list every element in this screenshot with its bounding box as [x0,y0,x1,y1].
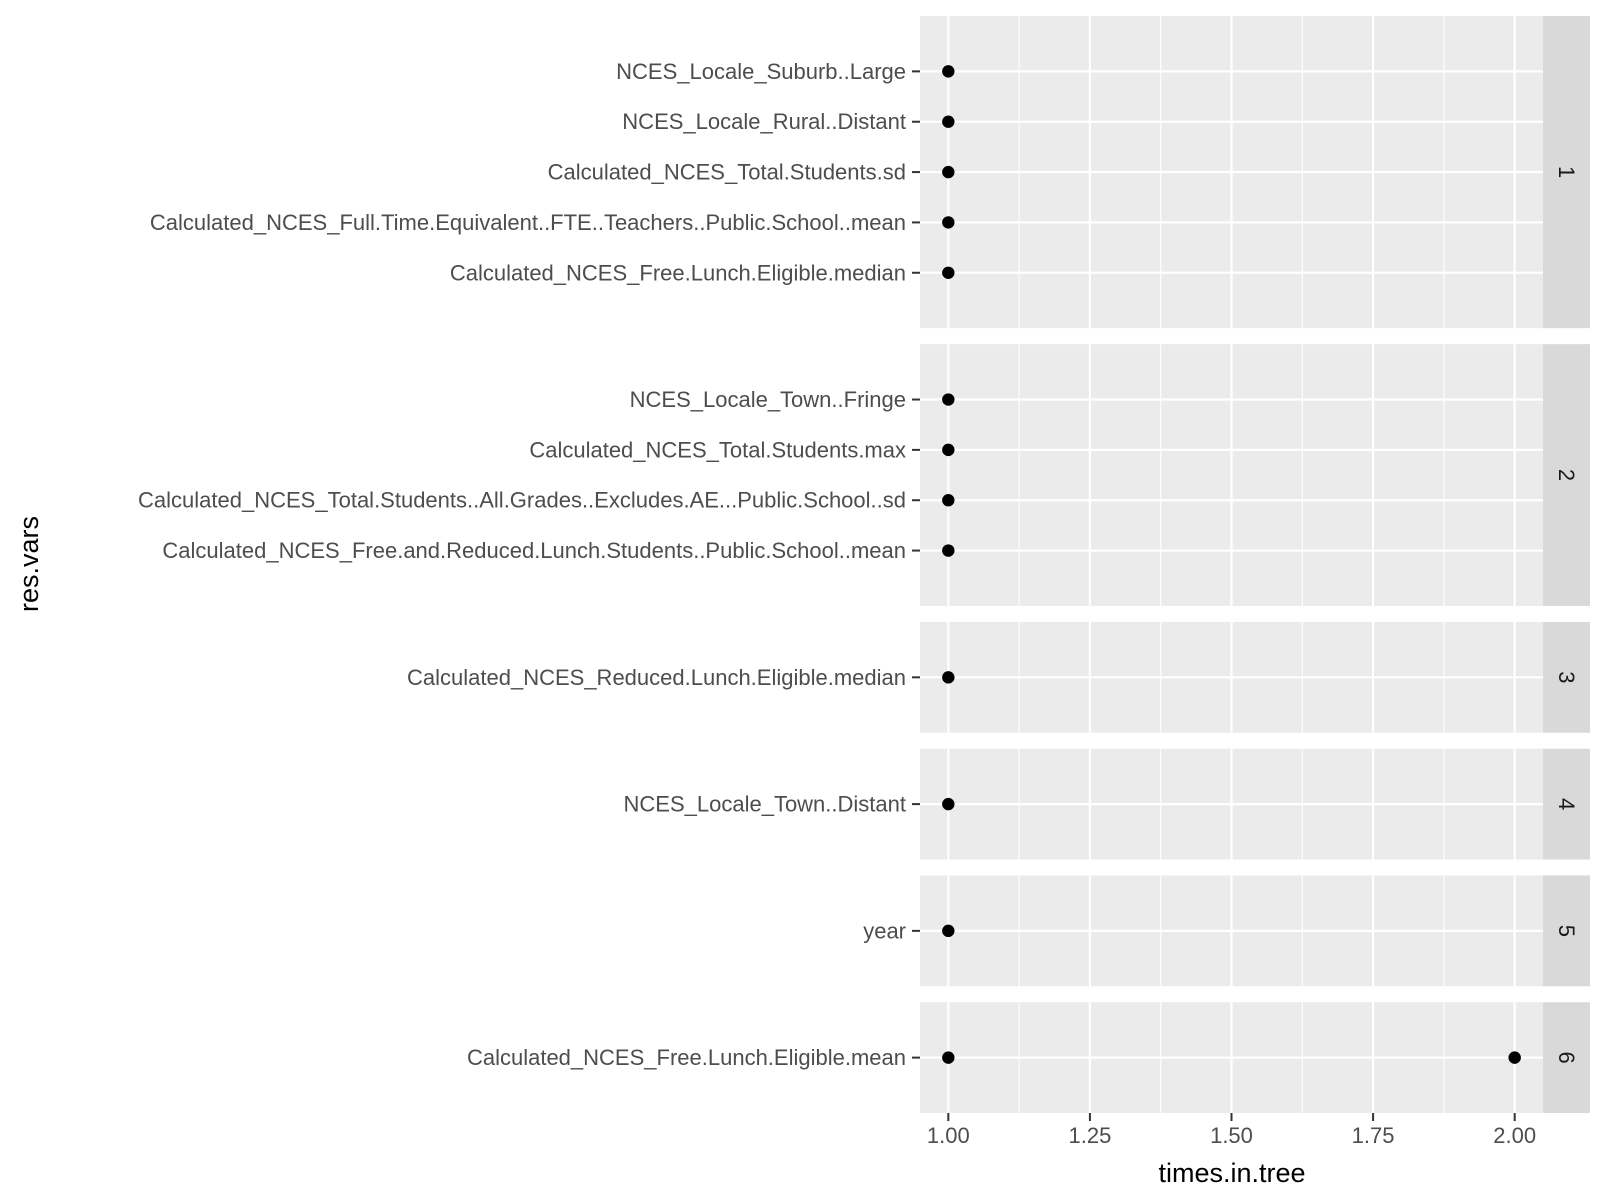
y-tick-label: Calculated_NCES_Total.Students..All.Grad… [138,488,906,513]
facet-strip [1543,621,1590,733]
facet-panel-5: year 5 [863,875,1590,987]
facet-strip [1543,344,1590,606]
y-tick-label: NCES_Locale_Suburb..Large [616,59,906,84]
y-axis-title: res.vars [14,516,44,612]
data-point [942,1051,955,1064]
facet-panel-4: NCES_Locale_Town..Distant 4 [624,748,1590,860]
data-point [942,671,955,684]
facet-strip-label: 6 [1554,1051,1579,1063]
y-tick-label: Calculated_NCES_Free.Lunch.Eligible.medi… [450,260,906,285]
y-tick-label: NCES_Locale_Town..Fringe [630,387,906,412]
data-point [1508,1051,1521,1064]
data-point [942,266,955,279]
y-tick-label: Calculated_NCES_Total.Students.sd [548,160,906,185]
facet-strip [1543,748,1590,860]
facet-strip [1543,875,1590,987]
facet-panel-2: NCES_Locale_Town..Fringe Calculated_NCES_… [138,344,1590,606]
data-point [942,165,955,179]
facet-panel-1: NCES_Locale_Suburb..Large NCES_Locale_Rur… [150,16,1590,329]
y-tick-label: Calculated_NCES_Total.Students.max [529,437,906,462]
facet-strip-label: 4 [1554,798,1579,810]
y-tick-label: Calculated_NCES_Reduced.Lunch.Eligible.m… [407,665,906,690]
x-tick-label: 1.75 [1352,1123,1395,1148]
data-point [942,216,955,229]
data-point [942,494,955,507]
facet-strip [1543,16,1590,329]
data-point [942,393,955,406]
facet-panels: NCES_Locale_Suburb..Large NCES_Locale_Rur… [138,16,1590,1113]
data-point [942,443,955,457]
data-point [942,924,955,938]
x-axis: 1.00 1.25 1.50 1.75 2.00 [927,1113,1536,1148]
facet-panel-6: Calculated_NCES_Free.Lunch.Eligible.mean… [467,1002,1590,1113]
data-point [942,544,955,557]
facet-panel-3: Calculated_NCES_Reduced.Lunch.Eligible.m… [407,621,1590,733]
data-point [942,115,955,128]
x-axis-title: times.in.tree [1158,1158,1305,1188]
x-tick-label: 1.25 [1068,1123,1111,1148]
y-tick-label: Calculated_NCES_Full.Time.Equivalent..FT… [150,210,906,235]
facet-strip-label: 3 [1554,671,1579,683]
data-point [942,65,955,78]
x-tick-label: 2.00 [1493,1123,1536,1148]
facet-strip-label: 2 [1554,469,1579,481]
facet-strip-label: 5 [1554,925,1579,937]
y-tick-label: NCES_Locale_Rural..Distant [622,109,906,134]
facet-strip [1543,1002,1590,1113]
facet-strip-label: 1 [1554,166,1579,178]
y-tick-label: Calculated_NCES_Free.Lunch.Eligible.mean [467,1045,906,1070]
x-tick-label: 1.00 [927,1123,970,1148]
data-point [942,797,955,811]
y-tick-label: NCES_Locale_Town..Distant [624,792,906,817]
y-tick-label: year [863,918,906,943]
y-tick-label: Calculated_NCES_Free.and.Reduced.Lunch.S… [162,538,906,563]
x-tick-label: 1.50 [1210,1123,1253,1148]
